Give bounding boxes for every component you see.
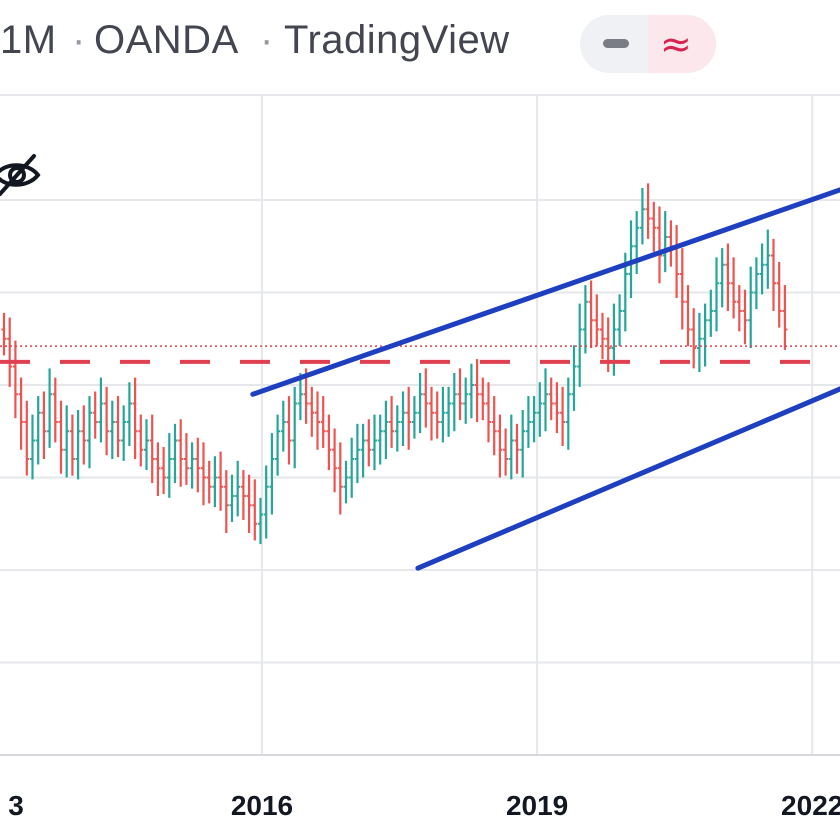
chart-header: 1M · OANDA · TradingView ≈ [0,0,840,90]
ohlc-bars [1,183,788,545]
chart-grid [0,94,840,756]
broker-label: OANDA [94,18,239,62]
eye-slash-icon[interactable] [0,150,42,200]
mode-toggle-pill[interactable] [580,15,716,73]
price-levels [0,345,840,364]
interval-label[interactable]: 1M [0,18,57,62]
title-separator: · [260,18,274,62]
platform-label: TradingView [284,18,510,62]
ascending-channel[interactable] [250,168,840,571]
x-tick-label: 2022 [781,790,840,821]
channel-lower-line [415,386,840,571]
minus-icon[interactable] [603,39,629,48]
x-tick-label: 2019 [506,790,568,821]
approx-wave-icon[interactable]: ≈ [660,22,692,66]
channel-upper-line [250,187,840,397]
title-separator: · [72,18,86,62]
x-tick-label: 3 [8,790,24,821]
mode-toggle-active-half[interactable] [648,15,716,73]
x-axis: 3 2016 2019 2022 [8,790,840,821]
x-tick-label: 2016 [231,790,293,821]
